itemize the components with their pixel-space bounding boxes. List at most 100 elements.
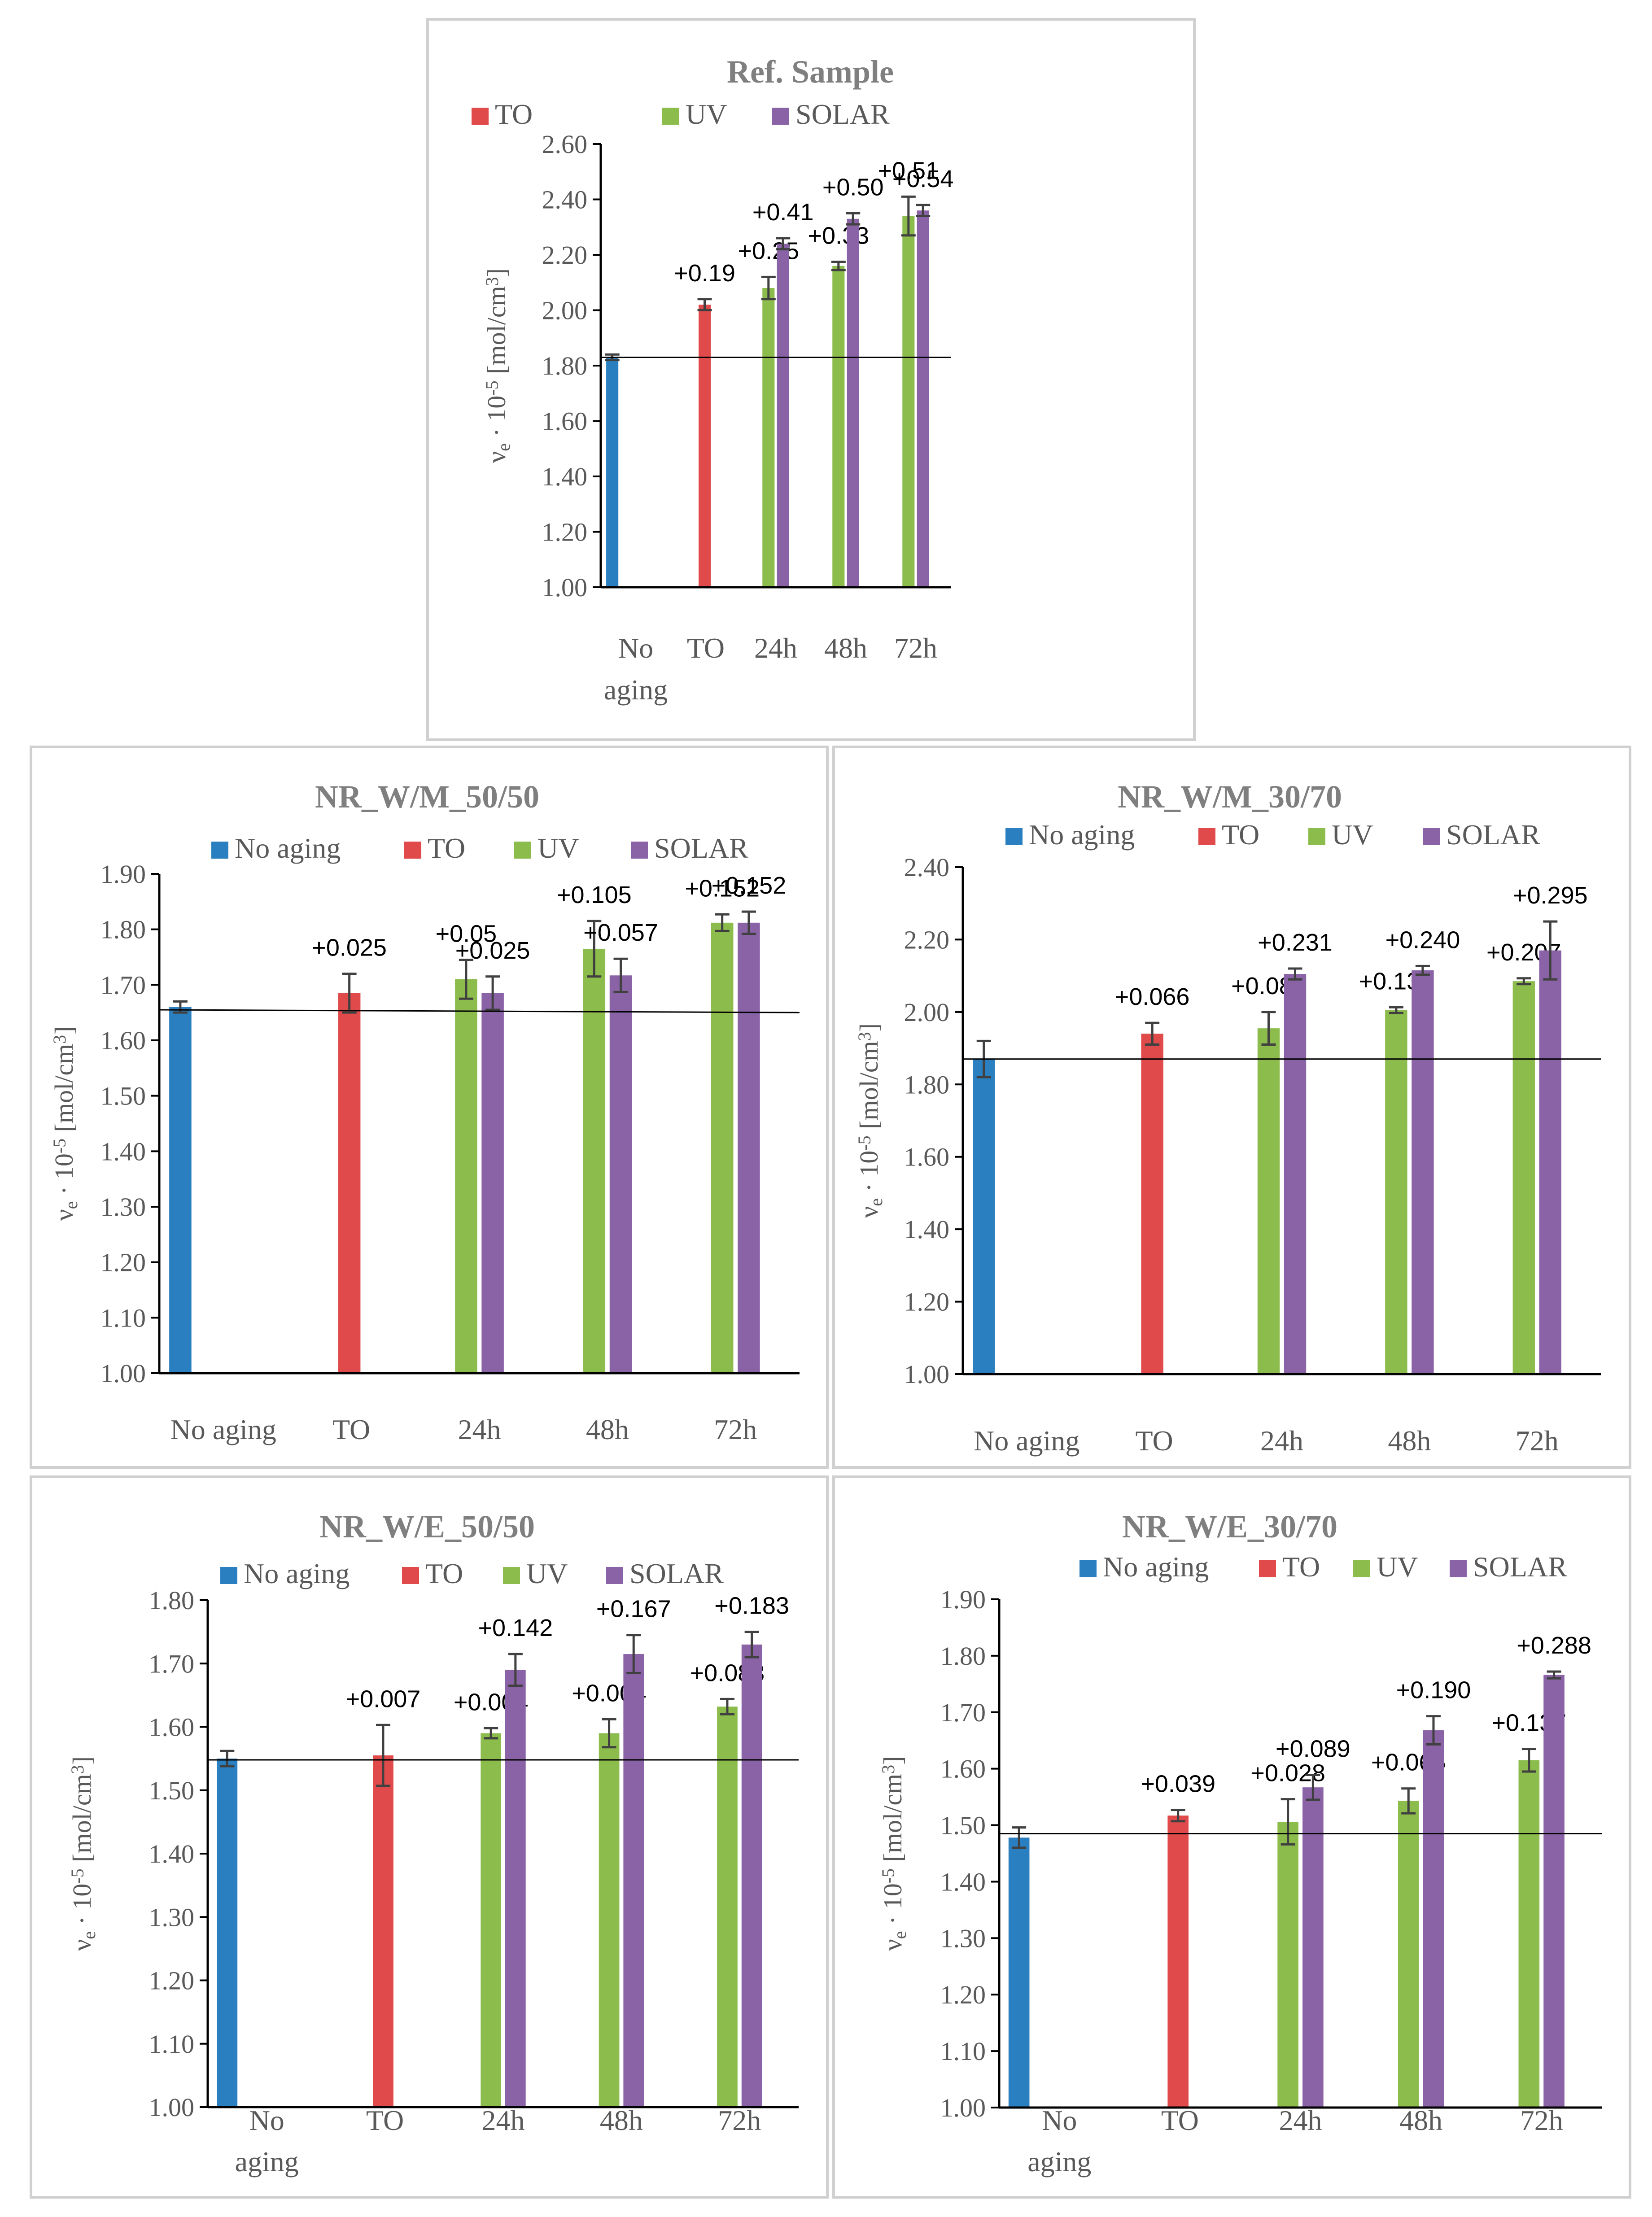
data-label: +0.105 — [557, 882, 632, 908]
bar-solar — [741, 1644, 762, 2107]
data-label: +0.066 — [1115, 983, 1190, 1010]
legend-swatch-uv — [1353, 1560, 1370, 1577]
data-label: +0.152 — [712, 872, 787, 899]
y-tick-label: 1.00 — [940, 2093, 986, 2122]
y-axis-title-part: e — [79, 1931, 99, 1939]
x-category-label: TO — [1161, 2104, 1199, 2136]
y-axis-title-part: ν — [482, 451, 511, 463]
chart-svg: Ref. Sample No aging TO UV SOLAR 1.00 1.20 1.40… — [472, 54, 954, 706]
legend-swatch-to — [1198, 828, 1215, 845]
chart-title: NR_W/E_50/50 — [319, 1509, 535, 1545]
legend-label-uv: UV — [538, 832, 579, 864]
chart-panel-nr-wm-30-70: NR_W/M_30/70 No aging TO UV SOLAR 1.00 1.20 1.4… — [832, 746, 1631, 1469]
bar-no_aging — [217, 1759, 238, 2107]
y-tick-label: 1.00 — [542, 573, 588, 602]
x-category-label: 72h — [1516, 1425, 1559, 1457]
y-axis-title-part: 3 — [878, 1765, 898, 1774]
y-tick-label: 1.40 — [904, 1215, 950, 1244]
y-tick-label: 1.30 — [149, 1903, 195, 1932]
x-category-label: No — [249, 2104, 284, 2136]
x-category-label: 72h — [718, 2104, 761, 2136]
chart-svg: NR_W/E_30/70 No aging TO UV SOLAR 1.00 1.10 1.2… — [878, 1509, 1602, 2178]
y-tick-label: 1.20 — [904, 1287, 950, 1317]
bar-to — [338, 993, 361, 1373]
bar-solar — [917, 210, 929, 587]
chart-svg: NR_W/M_50/50 No aging TO UV SOLAR 1.00 1.10 1.2… — [49, 779, 800, 1445]
y-axis-title-part: e — [61, 1201, 81, 1209]
legend-swatch-uv — [1308, 828, 1325, 845]
data-label: +0.19 — [674, 260, 735, 287]
data-label: +0.51 — [878, 157, 939, 184]
x-category-label: No aging — [170, 1414, 276, 1445]
y-tick-label: 1.70 — [101, 970, 146, 999]
y-tick-label: 1.70 — [149, 1649, 195, 1678]
y-axis-title-part: ν — [878, 1939, 907, 1951]
y-axis-title-part: 3 — [49, 1035, 70, 1044]
y-tick-label: 1.10 — [101, 1303, 146, 1332]
legend-label-to: TO — [425, 1558, 463, 1589]
x-category-label: 48h — [824, 632, 867, 664]
bar-solar — [505, 1670, 526, 2107]
y-tick-label: 1.00 — [149, 2093, 195, 2122]
data-label: +0.41 — [752, 199, 814, 226]
legend-swatch-solar — [1423, 828, 1440, 845]
y-axis-title-part: ] — [49, 1026, 79, 1035]
y-tick-label: 1.20 — [101, 1248, 146, 1277]
x-category-label: 72h — [714, 1414, 757, 1445]
legend-label-uv: UV — [1332, 819, 1373, 851]
data-label: +0.142 — [478, 1615, 553, 1641]
bar-uv — [902, 216, 915, 587]
legend-swatch-to — [1259, 1560, 1276, 1577]
legend-swatch-to — [404, 842, 421, 859]
y-axis-title-part: 3 — [482, 277, 502, 286]
y-tick-label: 1.10 — [149, 2029, 195, 2059]
y-tick-label: 1.60 — [101, 1026, 146, 1055]
y-tick-label: 1.00 — [101, 1359, 146, 1388]
bar-to — [373, 1755, 393, 2107]
y-axis-title-part: [mol/cm — [49, 1044, 79, 1139]
legend-swatch-uv — [503, 1567, 520, 1584]
legend-swatch-uv — [514, 842, 531, 859]
y-axis-title-part: e — [890, 1931, 910, 1939]
x-category-label: 24h — [754, 632, 797, 664]
y-tick-label: 1.40 — [542, 462, 588, 491]
y-axis-title-part: · 10 — [878, 1883, 907, 1931]
legend-swatch-to — [472, 108, 489, 125]
y-axis-title-part: ] — [854, 1023, 883, 1032]
y-axis-title-part: [mol/cm — [482, 286, 511, 380]
bar-uv — [583, 948, 606, 1373]
bar-solar — [1302, 1787, 1324, 2108]
bar-uv — [455, 979, 477, 1373]
legend-label-no_aging: No aging — [244, 1558, 350, 1589]
data-label: +0.152 — [685, 875, 760, 902]
y-axis-title-part: -5 — [482, 380, 502, 395]
bar-uv — [481, 1733, 502, 2107]
legend-label-no_aging: No aging — [235, 832, 341, 864]
x-category-label: TO — [1136, 1425, 1173, 1457]
y-tick-label: 1.60 — [940, 1754, 986, 1784]
x-category-label: TO — [366, 2104, 404, 2136]
chart-svg: NR_W/E_50/50 No aging TO UV SOLAR 1.00 1.10 1.2… — [67, 1509, 799, 2178]
y-tick-label: 1.60 — [149, 1713, 195, 1742]
data-label: +0.057 — [583, 919, 658, 946]
bar-solar — [777, 244, 789, 587]
legend-swatch-no_aging — [1005, 828, 1023, 845]
bar-solar — [1543, 1675, 1565, 2108]
legend-label-to: TO — [495, 98, 533, 130]
legend-label-no_aging: No aging — [1103, 1551, 1209, 1583]
chart-title: NR_W/M_30/70 — [1118, 779, 1342, 815]
x-category-label: aging — [604, 674, 668, 706]
legend-swatch-no_aging — [1079, 1560, 1097, 1577]
legend-label-solar: SOLAR — [1473, 1551, 1567, 1583]
legend-label-uv: UV — [686, 98, 727, 130]
x-category-label: 24h — [1279, 2104, 1322, 2136]
y-axis-title: νe · 10-5 [mol/cm3] — [878, 1756, 910, 1951]
y-tick-label: 1.20 — [542, 518, 588, 547]
bar-to — [1167, 1815, 1189, 2108]
y-tick-label: 1.90 — [940, 1585, 986, 1614]
data-label: +0.50 — [822, 174, 884, 201]
y-axis-title: νe · 10-5 [mol/cm3] — [67, 1756, 99, 1951]
data-label: +0.025 — [312, 934, 387, 961]
legend-swatch-solar — [631, 842, 648, 859]
data-label: +0.54 — [892, 166, 954, 192]
